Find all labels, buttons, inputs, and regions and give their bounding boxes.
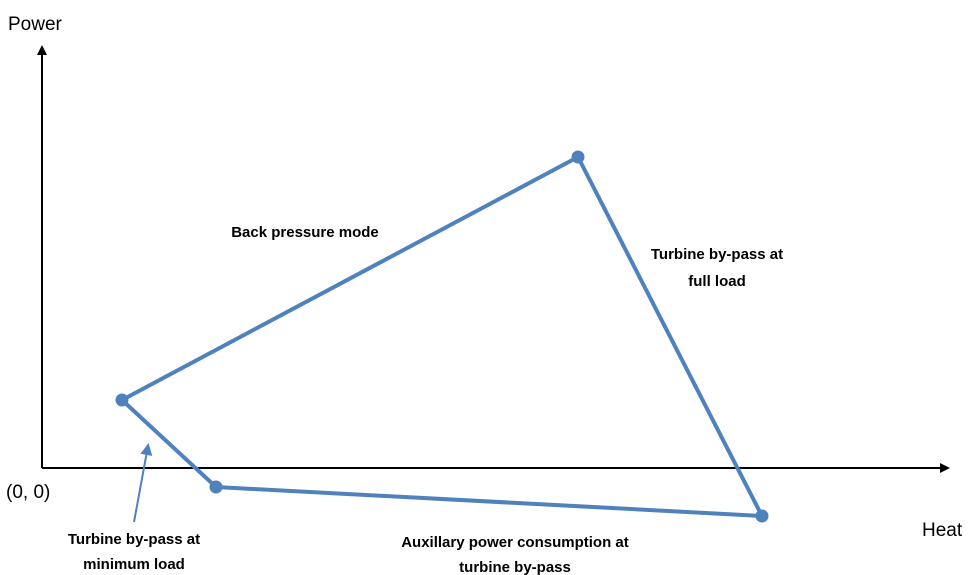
point (571, 150, 585, 164)
annotation: Back pressure mode (231, 224, 379, 241)
y-axis-label: Power (8, 14, 63, 35)
annotation: turbine by-pass (459, 559, 571, 575)
corner-points (115, 150, 769, 523)
origin-label: (0, 0) (6, 482, 50, 503)
point (755, 509, 769, 523)
annotation: Turbine by-pass at (651, 246, 783, 263)
annotation: minimum load (83, 556, 185, 573)
annotation: Turbine by-pass at (68, 531, 200, 548)
pointer-arrow (133, 443, 153, 523)
annotation: Auxillary power consumption at (401, 534, 629, 551)
x-axis-label: Heat (922, 520, 963, 541)
operating-region (120, 155, 764, 518)
point (209, 480, 223, 494)
point (115, 393, 129, 407)
annotation: full load (688, 273, 746, 290)
